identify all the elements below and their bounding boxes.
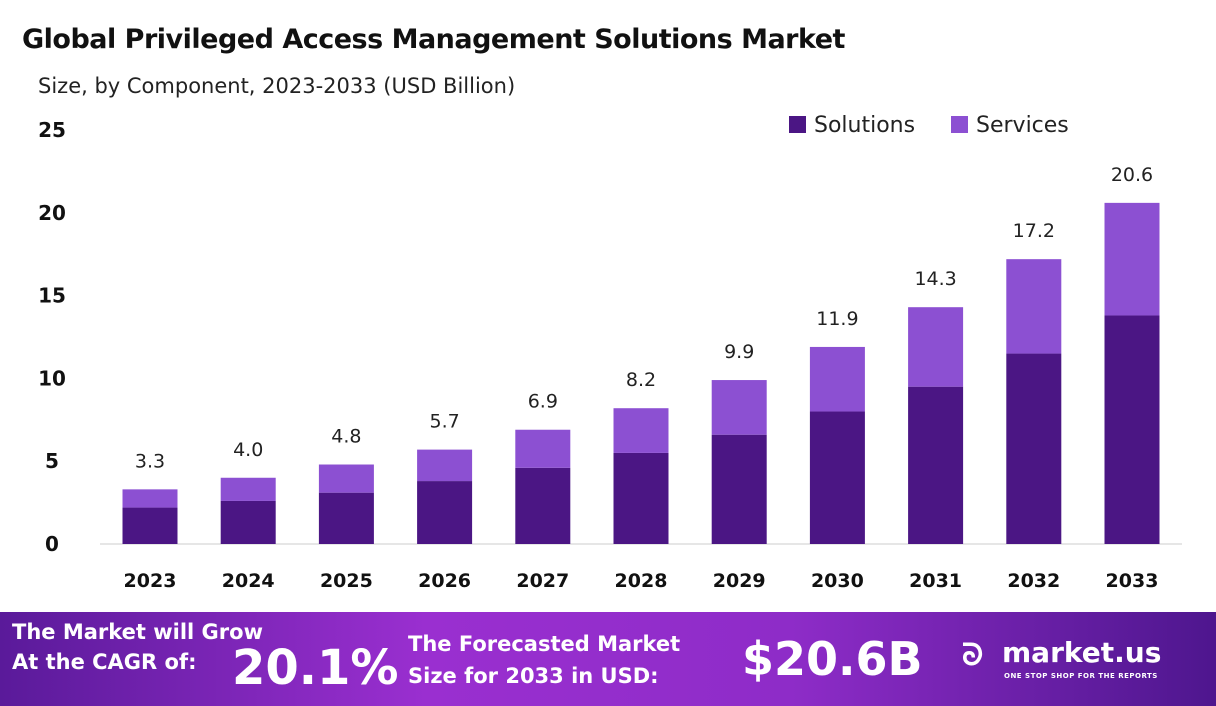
bar-solutions: [515, 467, 571, 544]
cagr-label-line1: The Market will Grow: [12, 620, 263, 644]
summary-banner: The Market will Grow At the CAGR of: 20.…: [0, 612, 1216, 706]
y-tick-label: 5: [45, 449, 59, 473]
x-tick-label: 2023: [124, 570, 177, 592]
data-label: 9.9: [724, 341, 754, 363]
market-us-logo-icon: ᘐ: [962, 638, 984, 673]
bar-solutions: [417, 481, 473, 544]
x-tick-label: 2032: [1007, 570, 1060, 592]
bar-services: [1104, 202, 1160, 316]
x-tick-label: 2026: [418, 570, 471, 592]
bar-solutions: [613, 452, 669, 544]
y-tick-label: 0: [45, 532, 59, 556]
logo-tagline: ONE STOP SHOP FOR THE REPORTS: [1004, 672, 1158, 680]
data-label: 8.2: [626, 369, 656, 391]
y-tick-label: 20: [38, 201, 66, 225]
x-tick-label: 2028: [615, 570, 668, 592]
data-label: 20.6: [1111, 164, 1153, 186]
data-label: 4.8: [331, 426, 361, 448]
bar-services: [417, 449, 473, 482]
data-label: 17.2: [1013, 220, 1055, 242]
x-tick-label: 2029: [713, 570, 766, 592]
bar-solutions: [1006, 353, 1062, 544]
bar-solutions: [122, 507, 178, 544]
legend-label-solutions: Solutions: [814, 113, 915, 138]
data-label: 11.9: [816, 308, 858, 330]
data-label: 3.3: [135, 450, 165, 472]
bar-services: [318, 464, 374, 493]
data-label: 4.0: [233, 439, 263, 461]
y-tick-label: 25: [38, 118, 66, 142]
bar-services: [1006, 259, 1062, 354]
data-label: 6.9: [528, 391, 558, 413]
cagr-value: 20.1%: [232, 640, 399, 696]
forecast-label-line1: The Forecasted Market: [408, 632, 681, 656]
forecast-label-line2: Size for 2033 in USD:: [408, 664, 659, 688]
x-tick-label: 2024: [222, 570, 275, 592]
bar-services: [711, 380, 767, 435]
y-tick-label: 10: [38, 366, 66, 390]
bar-services: [809, 346, 865, 412]
legend-label-services: Services: [976, 113, 1069, 138]
bar-solutions: [908, 386, 964, 544]
x-tick-label: 2030: [811, 570, 864, 592]
chart-subtitle: Size, by Component, 2023-2033 (USD Billi…: [38, 74, 516, 98]
bar-services: [908, 307, 964, 387]
x-tick-label: 2033: [1106, 570, 1159, 592]
chart-title: Global Privileged Access Management Solu…: [22, 24, 845, 55]
forecast-value: $20.6B: [742, 632, 923, 686]
data-label: 14.3: [914, 268, 956, 290]
logo-text: market.us: [1002, 636, 1162, 669]
bar-solutions: [1104, 315, 1160, 544]
bar-solutions: [711, 434, 767, 544]
x-tick-label: 2027: [516, 570, 569, 592]
bar-services: [613, 408, 669, 453]
legend-swatch-solutions: [789, 116, 806, 133]
bar-services: [122, 489, 178, 508]
bar-solutions: [220, 500, 276, 544]
bar-solutions: [809, 411, 865, 544]
data-label: 5.7: [429, 411, 459, 433]
bar-services: [220, 477, 276, 501]
bar-chart: 05101520253.320234.020244.820255.720266.…: [38, 113, 1182, 592]
y-tick-label: 15: [38, 284, 66, 308]
bar-services: [515, 429, 571, 468]
bar-solutions: [318, 492, 374, 544]
legend-swatch-services: [951, 116, 968, 133]
x-tick-label: 2025: [320, 570, 373, 592]
x-tick-label: 2031: [909, 570, 962, 592]
cagr-label-line2: At the CAGR of:: [12, 650, 197, 674]
